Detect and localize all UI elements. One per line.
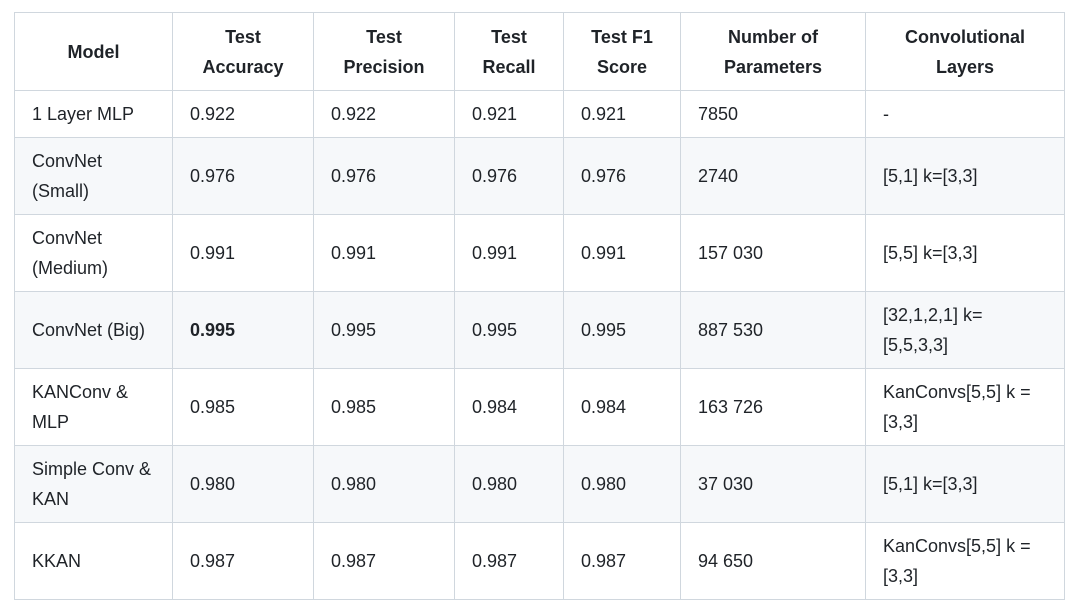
table-cell: 2740: [680, 137, 866, 215]
table-cell: [5,1] k=[3,3]: [865, 137, 1065, 215]
results-table: Model Test Accuracy Test Precision Test Rec…: [14, 12, 1065, 600]
table-row: ConvNet (Small) 0.976 0.976 0.976 0.976 2740[…: [14, 137, 1065, 215]
table-header: Model Test Accuracy Test Precision Test Rec…: [14, 12, 1065, 91]
table-cell: 0.984: [454, 368, 564, 446]
table-cell: Simple Conv & KAN: [14, 445, 173, 523]
table-cell: 157 030: [680, 214, 866, 292]
table-cell: 0.985: [172, 368, 314, 446]
table-cell: 0.976: [172, 137, 314, 215]
table-cell: 0.987: [454, 522, 564, 600]
table-cell: 0.987: [563, 522, 681, 600]
table-row: Simple Conv & KAN 0.980 0.980 0.980 0.980 37 …: [14, 445, 1065, 523]
table-cell: 0.921: [454, 90, 564, 138]
table-cell: 0.991: [172, 214, 314, 292]
table-cell: 0.984: [563, 368, 681, 446]
table-cell: 0.991: [313, 214, 455, 292]
table-cell: ConvNet (Medium): [14, 214, 173, 292]
table-cell: 94 650: [680, 522, 866, 600]
table-cell: 0.922: [313, 90, 455, 138]
table-cell: KanConvs[5,5] k =[3,3]: [865, 522, 1065, 600]
table-cell: 0.985: [313, 368, 455, 446]
table-cell: 0.976: [454, 137, 564, 215]
header-cell: Number of Parameters: [680, 12, 866, 91]
table-cell: 37 030: [680, 445, 866, 523]
table-cell: 0.987: [172, 522, 314, 600]
table-cell: [32,1,2,1] k=[5,5,3,3]: [865, 291, 1065, 369]
header-cell: Model: [14, 12, 173, 91]
table-cell: 0.991: [563, 214, 681, 292]
table-cell: -: [865, 90, 1065, 138]
table-cell: ConvNet (Small): [14, 137, 173, 215]
table-cell: 0.995: [563, 291, 681, 369]
table-cell: 0.922: [172, 90, 314, 138]
table-row: KKAN 0.987 0.987 0.987 0.987 94 650 KanConvs[5…: [14, 522, 1065, 600]
header-cell: Test Precision: [313, 12, 455, 91]
table-cell: KKAN: [14, 522, 173, 600]
table-cell: 1 Layer MLP: [14, 90, 173, 138]
table-cell: 0.980: [563, 445, 681, 523]
table-cell: 887 530: [680, 291, 866, 369]
table-cell: KanConvs[5,5] k =[3,3]: [865, 368, 1065, 446]
table-cell: 0.980: [172, 445, 314, 523]
table-cell: 0.987: [313, 522, 455, 600]
header-cell: Test Accuracy: [172, 12, 314, 91]
header-cell: Test Recall: [454, 12, 564, 91]
table-cell: 0.995: [313, 291, 455, 369]
table-cell: 0.976: [563, 137, 681, 215]
table-cell: [5,5] k=[3,3]: [865, 214, 1065, 292]
header-row: Model Test Accuracy Test Precision Test Rec…: [14, 12, 1065, 91]
table-cell: 0.991: [454, 214, 564, 292]
table-cell: [5,1] k=[3,3]: [865, 445, 1065, 523]
table-cell: 0.995: [172, 291, 314, 369]
table-cell: 163 726: [680, 368, 866, 446]
table-cell: 7850: [680, 90, 866, 138]
table-cell: 0.976: [313, 137, 455, 215]
table-cell: 0.921: [563, 90, 681, 138]
table-row: KANConv & MLP 0.985 0.985 0.984 0.984 163 726…: [14, 368, 1065, 446]
table-row: ConvNet (Big) 0.995 0.995 0.995 0.995 887 530…: [14, 291, 1065, 369]
table-body: 1 Layer MLP 0.922 0.922 0.921 0.921 7850- Conv…: [14, 90, 1065, 600]
header-cell: Test F1 Score: [563, 12, 681, 91]
table-cell: KANConv & MLP: [14, 368, 173, 446]
table-row: ConvNet (Medium) 0.991 0.991 0.991 0.991 157 …: [14, 214, 1065, 292]
table-cell: 0.980: [454, 445, 564, 523]
header-cell: Convolutional Layers: [865, 12, 1065, 91]
table-row: 1 Layer MLP 0.922 0.922 0.921 0.921 7850-: [14, 90, 1065, 138]
table-cell: 0.980: [313, 445, 455, 523]
table-cell: 0.995: [454, 291, 564, 369]
table-cell: ConvNet (Big): [14, 291, 173, 369]
